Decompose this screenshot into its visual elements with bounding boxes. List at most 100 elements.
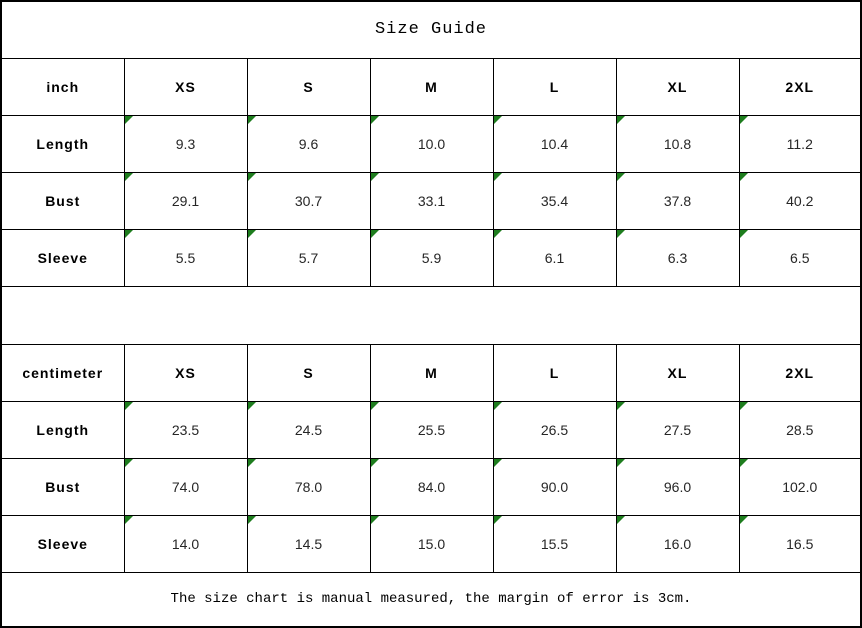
- comment-indicator-icon: [371, 230, 379, 238]
- comment-indicator-icon: [740, 516, 748, 524]
- size-value-cell: 30.7: [246, 171, 371, 230]
- size-value: 9.3: [175, 135, 196, 152]
- size-value: 14.0: [171, 535, 200, 552]
- size-header-2xl: 2XL: [738, 343, 862, 402]
- size-value-cell: 78.0: [246, 457, 371, 516]
- size-value-cell: 6.1: [492, 228, 617, 287]
- size-value: 25.5: [417, 421, 446, 438]
- size-value-cell: 102.0: [738, 457, 862, 516]
- unit-header-centimeter: centimeter: [0, 343, 125, 402]
- footer-note: The size chart is manual measured, the m…: [0, 571, 862, 628]
- comment-indicator-icon: [248, 116, 256, 124]
- comment-indicator-icon: [125, 173, 133, 181]
- comment-indicator-icon: [371, 173, 379, 181]
- size-value: 28.5: [786, 421, 814, 438]
- comment-indicator-icon: [248, 173, 256, 181]
- size-value: 15.0: [417, 535, 446, 552]
- comment-indicator-icon: [494, 516, 502, 524]
- size-header-xs: XS: [123, 57, 248, 116]
- size-value-cell: 10.0: [369, 114, 494, 173]
- size-value: 30.7: [294, 192, 323, 209]
- comment-indicator-icon: [248, 230, 256, 238]
- size-value: 14.5: [294, 535, 323, 552]
- size-value: 84.0: [417, 478, 446, 495]
- comment-indicator-icon: [740, 230, 748, 238]
- size-value: 10.4: [540, 135, 569, 152]
- row-label-bust: Bust: [0, 171, 125, 230]
- size-value: 33.1: [417, 192, 446, 209]
- size-value-cell: 16.5: [738, 514, 862, 573]
- size-value: 23.5: [171, 421, 200, 438]
- size-header-2xl: 2XL: [738, 57, 862, 116]
- size-value: 6.5: [790, 249, 810, 266]
- comment-indicator-icon: [494, 173, 502, 181]
- size-value: 11.2: [786, 135, 813, 152]
- size-value: 96.0: [663, 478, 692, 495]
- size-value-cell: 15.5: [492, 514, 617, 573]
- size-value: 15.5: [540, 535, 569, 552]
- spacer-cell: [0, 285, 862, 345]
- comment-indicator-icon: [248, 459, 256, 467]
- size-value: 24.5: [294, 421, 323, 438]
- size-value: 37.8: [663, 192, 692, 209]
- size-value: 16.5: [786, 535, 814, 552]
- centimeter-header-row: centimeter XS S M L XL 2XL: [0, 343, 862, 402]
- size-header-l: L: [492, 57, 617, 116]
- title-row: Size Guide: [0, 0, 862, 59]
- comment-indicator-icon: [494, 230, 502, 238]
- size-value-cell: 9.6: [246, 114, 371, 173]
- size-header-xs: XS: [123, 343, 248, 402]
- size-value-cell: 84.0: [369, 457, 494, 516]
- inch-header-row: inch XS S M L XL 2XL: [0, 57, 862, 116]
- size-value-cell: 14.5: [246, 514, 371, 573]
- footer-row: The size chart is manual measured, the m…: [0, 571, 862, 628]
- size-value: 40.2: [786, 192, 814, 209]
- size-value-cell: 5.7: [246, 228, 371, 287]
- table-row: Sleeve 14.0 14.5 15.0 15.5 16.0 16.5: [0, 514, 862, 573]
- size-value-cell: 5.5: [123, 228, 248, 287]
- comment-indicator-icon: [740, 173, 748, 181]
- table-row: Sleeve 5.5 5.7 5.9 6.1 6.3 6.5: [0, 228, 862, 287]
- comment-indicator-icon: [617, 516, 625, 524]
- size-header-m: M: [369, 57, 494, 116]
- comment-indicator-icon: [371, 459, 379, 467]
- size-value: 26.5: [540, 421, 569, 438]
- size-value-cell: 23.5: [123, 400, 248, 459]
- size-header-s: S: [246, 343, 371, 402]
- size-value: 74.0: [171, 478, 200, 495]
- size-value: 5.5: [175, 249, 196, 266]
- comment-indicator-icon: [494, 116, 502, 124]
- size-value: 27.5: [663, 421, 692, 438]
- size-value: 78.0: [294, 478, 323, 495]
- comment-indicator-icon: [494, 402, 502, 410]
- size-value-cell: 28.5: [738, 400, 862, 459]
- comment-indicator-icon: [248, 402, 256, 410]
- size-value-cell: 5.9: [369, 228, 494, 287]
- size-value-cell: 9.3: [123, 114, 248, 173]
- size-value: 10.8: [663, 135, 692, 152]
- size-header-m: M: [369, 343, 494, 402]
- size-value-cell: 26.5: [492, 400, 617, 459]
- comment-indicator-icon: [617, 402, 625, 410]
- size-value-cell: 33.1: [369, 171, 494, 230]
- comment-indicator-icon: [125, 459, 133, 467]
- size-value-cell: 6.3: [615, 228, 740, 287]
- row-label-bust: Bust: [0, 457, 125, 516]
- size-value: 90.0: [540, 478, 569, 495]
- comment-indicator-icon: [125, 402, 133, 410]
- comment-indicator-icon: [494, 459, 502, 467]
- table-row: Length 9.3 9.6 10.0 10.4 10.8 11.2: [0, 114, 862, 173]
- size-value-cell: 10.8: [615, 114, 740, 173]
- size-value-cell: 40.2: [738, 171, 862, 230]
- size-value-cell: 29.1: [123, 171, 248, 230]
- table-row: Length 23.5 24.5 25.5 26.5 27.5 28.5: [0, 400, 862, 459]
- row-label-length: Length: [0, 400, 125, 459]
- page-title: Size Guide: [0, 0, 862, 59]
- comment-indicator-icon: [371, 116, 379, 124]
- size-header-xl: XL: [615, 57, 740, 116]
- size-value-cell: 10.4: [492, 114, 617, 173]
- size-value-cell: 74.0: [123, 457, 248, 516]
- table-row: Bust 29.1 30.7 33.1 35.4 37.8 40.2: [0, 171, 862, 230]
- comment-indicator-icon: [125, 516, 133, 524]
- comment-indicator-icon: [617, 459, 625, 467]
